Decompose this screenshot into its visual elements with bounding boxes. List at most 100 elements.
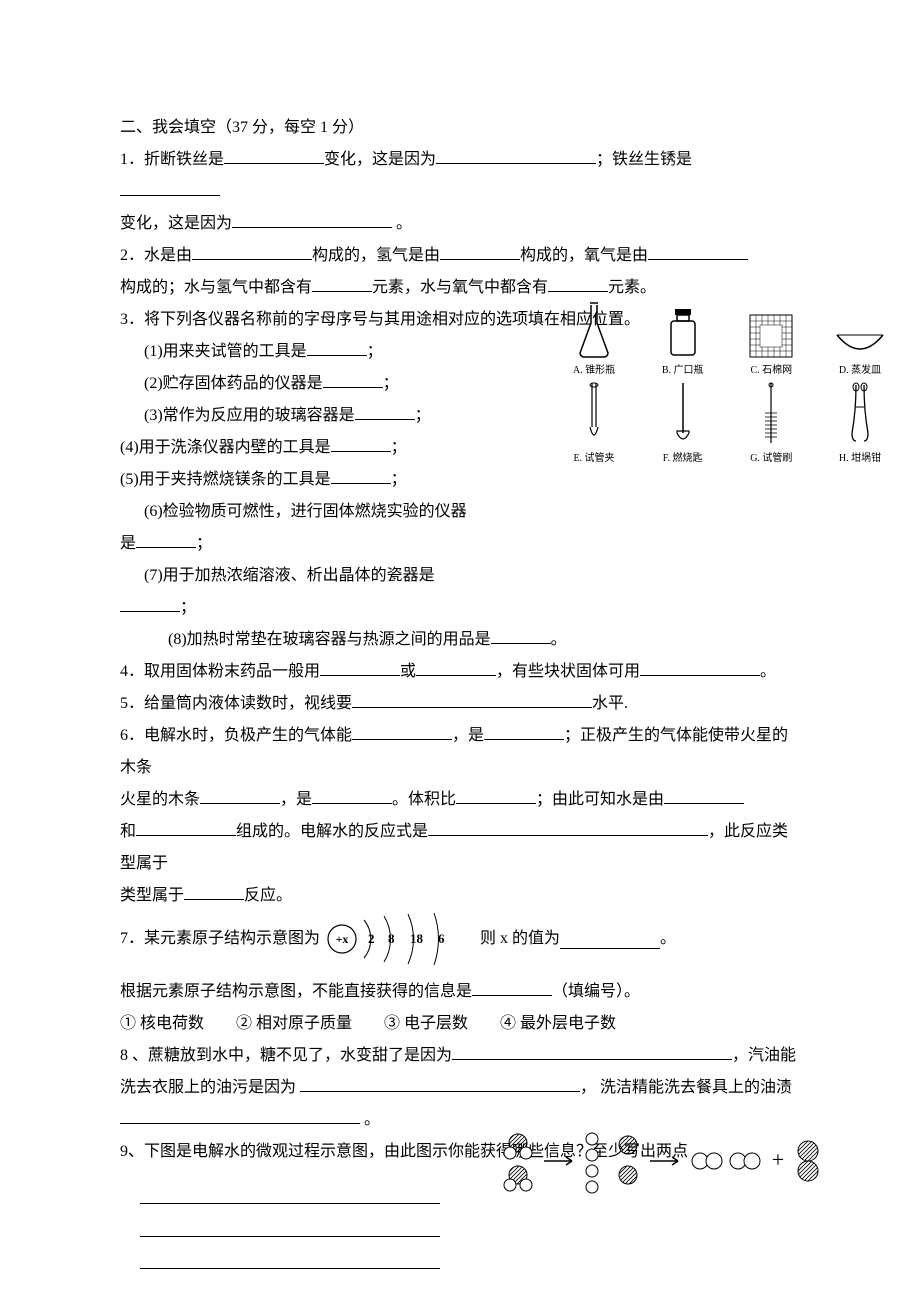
q3-blank3[interactable] — [355, 401, 415, 420]
q2-line1: 2．水是由构成的，氢气是由构成的，氧气是由 — [120, 240, 800, 272]
q1-line2: 变化，这是因为 。 — [120, 208, 800, 240]
q3-item4-text: (4)用于洗涤仪器内壁的工具是 — [120, 439, 331, 456]
q2-blank3[interactable] — [648, 241, 748, 260]
q6-blank9[interactable] — [184, 881, 244, 900]
q3-blank4[interactable] — [331, 433, 391, 452]
q8-blank2[interactable] — [300, 1073, 580, 1092]
q6-blank1[interactable] — [352, 721, 452, 740]
q4-blank1[interactable] — [320, 657, 400, 676]
o2-molecule — [798, 1141, 818, 1181]
q1-blank2[interactable] — [436, 145, 596, 164]
q3-item3: (3)常作为反应用的玻璃容器是； — [120, 400, 480, 432]
q2-blank2[interactable] — [440, 241, 520, 260]
q6-text-f: ；由此可知水是由 — [536, 791, 664, 808]
q3-blank5[interactable] — [331, 465, 391, 484]
lab-item-e: E. 试管夹 — [554, 385, 634, 469]
q6-text-a: 6．电解水时，负极产生的气体能 — [120, 727, 352, 744]
q3-blank6[interactable] — [136, 529, 196, 548]
svg-text:+: + — [772, 1147, 784, 1172]
q6-line3: 和组成的。电解水的反应式是，此反应类型属于 — [120, 816, 800, 880]
q6-blank7[interactable] — [136, 817, 236, 836]
water-molecule-1 — [504, 1134, 532, 1159]
q3-semi1: ； — [367, 343, 383, 360]
q4-text-c: ，有些块状固体可用 — [496, 663, 640, 680]
q9-answer-line1[interactable] — [140, 1182, 440, 1204]
lab-label-a: A. 锥形瓶 — [554, 361, 634, 381]
q2-text-c: 构成的，氧气是由 — [520, 247, 648, 264]
q4-blank2[interactable] — [416, 657, 496, 676]
conical-flask-icon — [554, 297, 634, 359]
lab-row-2: E. 试管夹 F. 燃烧匙 G. 试管刷 H. 坩 — [554, 385, 900, 469]
lab-item-d: D. 蒸发皿 — [820, 297, 900, 381]
q6-blank3[interactable] — [200, 785, 280, 804]
q3-blank7[interactable] — [120, 593, 180, 612]
lab-label-h: H. 坩埚钳 — [820, 449, 900, 469]
electrolysis-molecule-diagram: + — [500, 1121, 880, 1201]
h2-molecule-1 — [692, 1153, 722, 1169]
q5-blank1[interactable] — [352, 689, 592, 708]
wide-mouth-bottle-icon — [643, 297, 723, 359]
q6-blank2[interactable] — [484, 721, 564, 740]
lab-row-1: A. 锥形瓶 B. 广口瓶 C. 石棉网 D. 蒸 — [554, 297, 900, 381]
lab-label-b: B. 广口瓶 — [643, 361, 723, 381]
q1-blank1[interactable] — [224, 145, 324, 164]
q6-text-d: ，是 — [280, 791, 312, 808]
lab-label-g: G. 试管刷 — [731, 449, 811, 469]
q2-text-f: 元素。 — [608, 279, 656, 296]
svg-text:8: 8 — [388, 931, 395, 946]
section-title: 二、我会填空（37 分，每空 1 分） — [120, 112, 800, 144]
q6-text-g: 和 — [120, 823, 136, 840]
q3-item5: (5)用于夹持燃烧镁条的工具是； — [120, 464, 480, 496]
q2-text-d: 构成的；水与氢气中都含有 — [120, 279, 312, 296]
q7-blank2[interactable] — [472, 977, 552, 996]
q6-text-h: 组成的。电解水的反应式是 — [236, 823, 428, 840]
q9-answer-line3[interactable] — [140, 1247, 440, 1269]
svg-text:6: 6 — [438, 931, 445, 946]
q1-text-c: ；铁丝生锈是 — [596, 151, 692, 168]
q8-blank3[interactable] — [120, 1105, 360, 1124]
q6-line2: 火星的木条，是。体积比；由此可知水是由 — [120, 784, 800, 816]
q7-line1: 7．某元素原子结构示意图为 +x 2 8 18 6 则 x 的值为。 — [120, 912, 800, 966]
q8-blank1[interactable] — [452, 1041, 732, 1060]
q3-blank2[interactable] — [323, 369, 383, 388]
q3-item4: (4)用于洗涤仪器内壁的工具是； — [120, 432, 480, 464]
q4-text-a: 4．取用固体粉末药品一般用 — [120, 663, 320, 680]
lab-label-f: F. 燃烧匙 — [643, 449, 723, 469]
q1-text-d: 变化，这是因为 — [120, 215, 232, 232]
lab-label-d: D. 蒸发皿 — [820, 361, 900, 381]
q7-options: ① 核电荷数 ② 相对原子质量 ③ 电子层数 ④ 最外层电子数 — [120, 1008, 800, 1040]
water-molecule-2 — [504, 1166, 532, 1191]
q4-text-d: 。 — [760, 663, 776, 680]
q6-blank4[interactable] — [312, 785, 392, 804]
q2-blank4[interactable] — [312, 273, 372, 292]
q1-blank3[interactable] — [120, 177, 220, 196]
q7-blank1[interactable] — [560, 929, 660, 948]
q6-blank6[interactable] — [664, 785, 744, 804]
q3-item2-text: (2)贮存固体药品的仪器是 — [144, 375, 323, 392]
q5-text-b: 水平. — [592, 695, 628, 712]
q3-item7: (7)用于加热浓缩溶液、析出晶体的瓷器是； — [120, 560, 480, 624]
q3-item1-text: (1)用来夹试管的工具是 — [144, 343, 307, 360]
q6-blank8[interactable] — [428, 817, 708, 836]
q1-blank4[interactable] — [232, 209, 392, 228]
asbestos-gauze-icon — [731, 297, 811, 359]
q8-text-a: 8 、蔗糖放到水中，糖不见了，水变甜了是因为 — [120, 1047, 452, 1064]
q2-blank1[interactable] — [192, 241, 312, 260]
q6-text-j: 反应。 — [244, 887, 292, 904]
lab-item-b: B. 广口瓶 — [643, 297, 723, 381]
q6-line1: 6．电解水时，负极产生的气体能，是；正极产生的气体能使带火星的木条 — [120, 720, 800, 784]
q6-text-e: 。体积比 — [392, 791, 456, 808]
q3-blank1[interactable] — [307, 337, 367, 356]
q5-text-a: 5．给量筒内液体读数时，视线要 — [120, 695, 352, 712]
lab-label-e: E. 试管夹 — [554, 449, 634, 469]
q9-answer-line2[interactable] — [140, 1214, 440, 1236]
q3-item5-text: (5)用于夹持燃烧镁条的工具是 — [120, 471, 331, 488]
q1-line1: 1．折断铁丝是变化，这是因为；铁丝生锈是 — [120, 144, 800, 208]
q4-blank3[interactable] — [640, 657, 760, 676]
q5-line: 5．给量筒内液体读数时，视线要 水平. — [120, 688, 800, 720]
q2-blank5[interactable] — [548, 273, 608, 292]
q3-blank8[interactable] — [491, 625, 551, 644]
lab-equipment-figure: A. 锥形瓶 B. 广口瓶 C. 石棉网 D. 蒸 — [554, 297, 900, 473]
q6-blank5[interactable] — [456, 785, 536, 804]
q3-item7-text: (7)用于加热浓缩溶液、析出晶体的瓷器是 — [144, 567, 435, 584]
